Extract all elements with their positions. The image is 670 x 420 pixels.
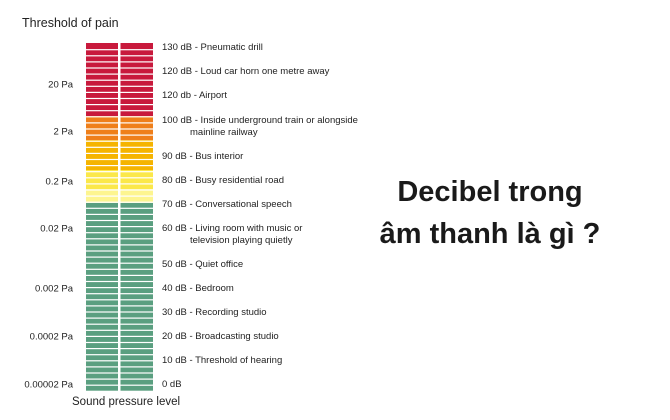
db-label-90: 90 dB - Bus interior (162, 151, 244, 162)
meter-segment-line (86, 256, 153, 258)
meter-segment-line (86, 360, 153, 362)
pressure-label-20pa: 20 Pa (48, 79, 73, 91)
meter-segment-line (86, 329, 153, 331)
meter-segment-line (86, 348, 153, 350)
meter-segment-line (86, 372, 153, 374)
meter-segment-line (86, 311, 153, 313)
db-label-100: 100 dB - Inside underground train or alo… (162, 115, 358, 138)
meter-segment-line (86, 85, 153, 87)
meter-segment-line (86, 280, 153, 283)
db-label-0: 0 dB (162, 379, 182, 390)
meter-segment-line (86, 207, 153, 209)
meter-segment-line (86, 219, 153, 222)
db-label-130: 130 dB - Pneumatic drill (162, 42, 263, 53)
meter-segment-line (86, 317, 153, 319)
decibel-meter (86, 43, 153, 391)
db-label-40: 40 dB - Bedroom (162, 283, 234, 294)
meter-segment-line (86, 177, 153, 179)
meter-segment-line (86, 61, 153, 63)
meter-graphic (86, 43, 153, 391)
meter-segment-line (86, 378, 153, 380)
db-label-10: 10 dB - Threshold of hearing (162, 355, 283, 366)
meter-segment-line (86, 323, 153, 325)
meter-segment-line (86, 274, 153, 276)
meter-segment-line (86, 165, 153, 167)
meter-segment-line (86, 384, 153, 386)
meter-segment-line (86, 250, 153, 252)
meter-segment-line (86, 226, 153, 228)
meter-segment-line (86, 183, 153, 185)
db-label-80: 80 dB - Busy residential road (162, 175, 284, 186)
meter-segment-line (86, 238, 153, 240)
meter-segment-line (86, 134, 153, 136)
meter-segment-line (86, 67, 153, 69)
meter-segment-line (86, 299, 153, 301)
headline-line-2: âm thanh là gì ? (379, 218, 601, 250)
meter-segment-line (86, 152, 153, 154)
pressure-label-0-0002pa: 0.0002 Pa (29, 331, 73, 343)
meter-segment-line (86, 128, 153, 130)
db-label-120-airport: 120 db - Airport (162, 90, 227, 101)
meter-segment-line (86, 110, 153, 112)
meter-segment-line (86, 354, 153, 356)
pressure-label-0-02pa: 0.02 Pa (40, 223, 73, 235)
meter-segment-line (86, 341, 153, 344)
db-label-120-car-horn: 120 dB - Loud car horn one metre away (162, 66, 330, 77)
meter-segment-line (86, 262, 153, 264)
db-label-60: 60 dB - Living room with music or televis… (162, 223, 303, 246)
meter-segment-line (86, 79, 153, 81)
meter-segment-line (86, 73, 153, 75)
headline-line-1: Decibel trong (397, 176, 583, 208)
meter-segment-line (86, 287, 153, 289)
meter-segment-line (86, 116, 153, 118)
meter-segment-line (86, 146, 153, 148)
meter-segment-line (86, 122, 153, 124)
pressure-label-2pa: 2 Pa (53, 126, 73, 138)
headline: Decibel trong âm thanh là gì ? (345, 171, 635, 255)
meter-segment-line (86, 293, 153, 295)
meter-segment-line (86, 140, 153, 142)
db-label-30: 30 dB - Recording studio (162, 307, 267, 318)
meter-segment-line (86, 158, 153, 161)
threshold-of-pain-label: Threshold of pain (22, 16, 119, 30)
meter-segment-line (86, 55, 153, 57)
pressure-label-0-002pa: 0.002 Pa (34, 283, 73, 295)
pressure-label-0-00002pa: 0.00002 Pa (24, 379, 73, 391)
meter-center-divider (118, 43, 121, 391)
meter-segment-line (86, 213, 153, 215)
meter-segment-line (86, 305, 153, 307)
meter-segment-line (86, 244, 153, 246)
meter-segment-line (86, 104, 153, 106)
meter-segment-line (86, 232, 153, 234)
meter-segment-line (86, 335, 153, 337)
db-label-70: 70 dB - Conversational speech (162, 199, 292, 210)
meter-segment-line (86, 366, 153, 368)
pressure-label-0-2pa: 0.2 Pa (45, 176, 73, 188)
meter-segment-line (86, 171, 153, 173)
meter-segment-line (86, 97, 153, 100)
meter-segment-line (86, 91, 153, 93)
meter-segment-line (86, 49, 153, 51)
meter-segment-line (86, 195, 153, 197)
meter-segment-line (86, 189, 153, 191)
db-label-20: 20 dB - Broadcasting studio (162, 331, 279, 342)
sound-pressure-level-label: Sound pressure level (72, 396, 181, 408)
meter-segment-line (86, 268, 153, 270)
meter-segment-line (86, 201, 153, 203)
db-label-50: 50 dB - Quiet office (162, 259, 244, 270)
